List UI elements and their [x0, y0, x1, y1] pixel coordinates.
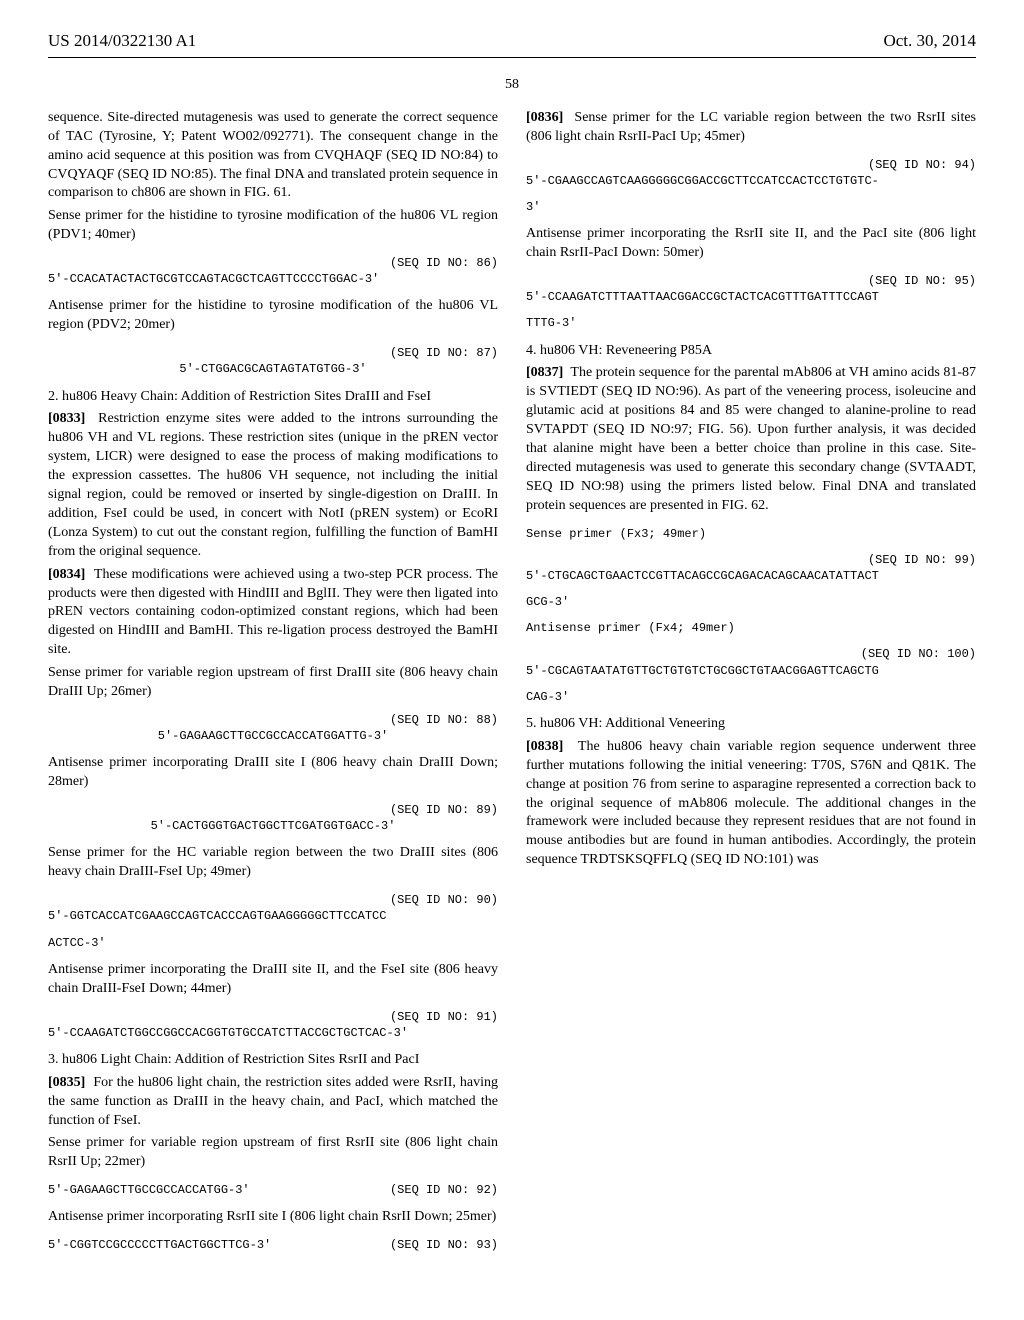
para-0837: [0837] The protein sequence for the pare… [526, 364, 976, 515]
primer-caption: Sense primer for the histidine to tyrosi… [48, 207, 498, 245]
primer-caption: Antisense primer incorporating the DraII… [48, 961, 498, 999]
seq-91: 5'-CCAAGATCTGGCCGGCCACGGTGTGCCATCTTACCGC… [48, 1025, 498, 1041]
para-0834: [0834] These modifications were achieved… [48, 566, 498, 660]
seq-93-row: 5'-CGGTCCGCCCCCTTGACTGGCTTCG-3' (SEQ ID … [48, 1237, 498, 1253]
para-text: The protein sequence for the parental mA… [526, 365, 976, 512]
body-columns: sequence. Site-directed mutagenesis was … [48, 109, 976, 1277]
para-0836: [0836] Sense primer for the LC variable … [526, 109, 976, 147]
seq-id-label: (SEQ ID NO: 95) [526, 273, 976, 289]
section-heading: 4. hu806 VH: Reveneering P85A [526, 342, 976, 361]
seq-id-label: (SEQ ID NO: 92) [390, 1182, 498, 1198]
para-num: [0833] [48, 411, 85, 426]
primer-caption: Antisense primer incorporating RsrII sit… [48, 1208, 498, 1227]
para-0835: [0835] For the hu806 light chain, the re… [48, 1074, 498, 1131]
seq-93: 5'-CGGTCCGCCCCCTTGACTGGCTTCG-3' [48, 1237, 271, 1253]
seq-id-label: (SEQ ID NO: 88) [48, 712, 498, 728]
primer-caption: Antisense primer (Fx4; 49mer) [526, 620, 976, 636]
seq-89: 5'-CACTGGGTGACTGGCTTCGATGGTGACC-3' [48, 818, 498, 834]
seq-id-label: (SEQ ID NO: 93) [390, 1237, 498, 1253]
para-text: Sense primer for the LC variable region … [526, 110, 976, 144]
seq-95b: TTTG-3' [526, 315, 976, 331]
para-num: [0836] [526, 110, 563, 125]
seq-99a: 5'-CTGCAGCTGAACTCCGTTACAGCCGCAGACACAGCAA… [526, 568, 976, 584]
seq-100a: 5'-CGCAGTAATATGTTGCTGTGTCTGCGGCTGTAACGGA… [526, 663, 976, 679]
seq-id-label: (SEQ ID NO: 87) [48, 345, 498, 361]
section-heading: 2. hu806 Heavy Chain: Addition of Restri… [48, 388, 498, 407]
para-num: [0834] [48, 567, 85, 582]
pub-date: Oct. 30, 2014 [883, 30, 976, 53]
seq-86: 5'-CCACATACTACTGCGTCCAGTACGCTCAGTTCCCCTG… [48, 271, 498, 287]
primer-caption: Antisense primer incorporating the RsrII… [526, 225, 976, 263]
para-text: These modifications were achieved using … [48, 567, 498, 658]
seq-90b: ACTCC-3' [48, 935, 498, 951]
seq-88: 5'-GAGAAGCTTGCCGCCACCATGGATTG-3' [48, 728, 498, 744]
page-header: US 2014/0322130 A1 Oct. 30, 2014 [48, 30, 976, 58]
seq-95a: 5'-CCAAGATCTTTAATTAACGGACCGCTACTCACGTTTG… [526, 289, 976, 305]
pub-number: US 2014/0322130 A1 [48, 30, 196, 53]
seq-id-label: (SEQ ID NO: 91) [48, 1009, 498, 1025]
primer-caption: Sense primer (Fx3; 49mer) [526, 526, 976, 542]
seq-92: 5'-GAGAAGCTTGCCGCCACCATGG-3' [48, 1182, 250, 1198]
seq-id-label: (SEQ ID NO: 86) [48, 255, 498, 271]
para-0838: [0838] The hu806 heavy chain variable re… [526, 738, 976, 870]
primer-caption: Sense primer for variable region upstrea… [48, 1134, 498, 1172]
seq-87: 5'-CTGGACGCAGTAGTATGTGG-3' [48, 361, 498, 377]
seq-94a: 5'-CGAAGCCAGTCAAGGGGGCGGACCGCTTCCATCCACT… [526, 173, 976, 189]
section-heading: 3. hu806 Light Chain: Addition of Restri… [48, 1051, 498, 1070]
primer-caption: Antisense primer incorporating DraIII si… [48, 754, 498, 792]
intro-paragraph: sequence. Site-directed mutagenesis was … [48, 109, 498, 203]
seq-94b: 3' [526, 199, 976, 215]
section-heading: 5. hu806 VH: Additional Veneering [526, 715, 976, 734]
seq-99b: GCG-3' [526, 594, 976, 610]
para-num: [0837] [526, 365, 563, 380]
seq-id-label: (SEQ ID NO: 89) [48, 802, 498, 818]
page-number: 58 [48, 76, 976, 95]
seq-id-label: (SEQ ID NO: 94) [526, 157, 976, 173]
seq-id-label: (SEQ ID NO: 99) [526, 552, 976, 568]
seq-90a: 5'-GGTCACCATCGAAGCCAGTCACCCAGTGAAGGGGGCT… [48, 908, 498, 924]
para-text: Restriction enzyme sites were added to t… [48, 411, 498, 558]
para-num: [0838] [526, 739, 563, 754]
primer-caption: Antisense primer for the histidine to ty… [48, 297, 498, 335]
primer-caption: Sense primer for variable region upstrea… [48, 664, 498, 702]
para-0833: [0833] Restriction enzyme sites were add… [48, 410, 498, 561]
primer-caption: Sense primer for the HC variable region … [48, 844, 498, 882]
seq-100b: CAG-3' [526, 689, 976, 705]
para-text: For the hu806 light chain, the restricti… [48, 1075, 498, 1128]
para-text: The hu806 heavy chain variable region se… [526, 739, 976, 867]
seq-id-label: (SEQ ID NO: 100) [526, 646, 976, 662]
para-num: [0835] [48, 1075, 85, 1090]
seq-92-row: 5'-GAGAAGCTTGCCGCCACCATGG-3' (SEQ ID NO:… [48, 1182, 498, 1198]
seq-id-label: (SEQ ID NO: 90) [48, 892, 498, 908]
